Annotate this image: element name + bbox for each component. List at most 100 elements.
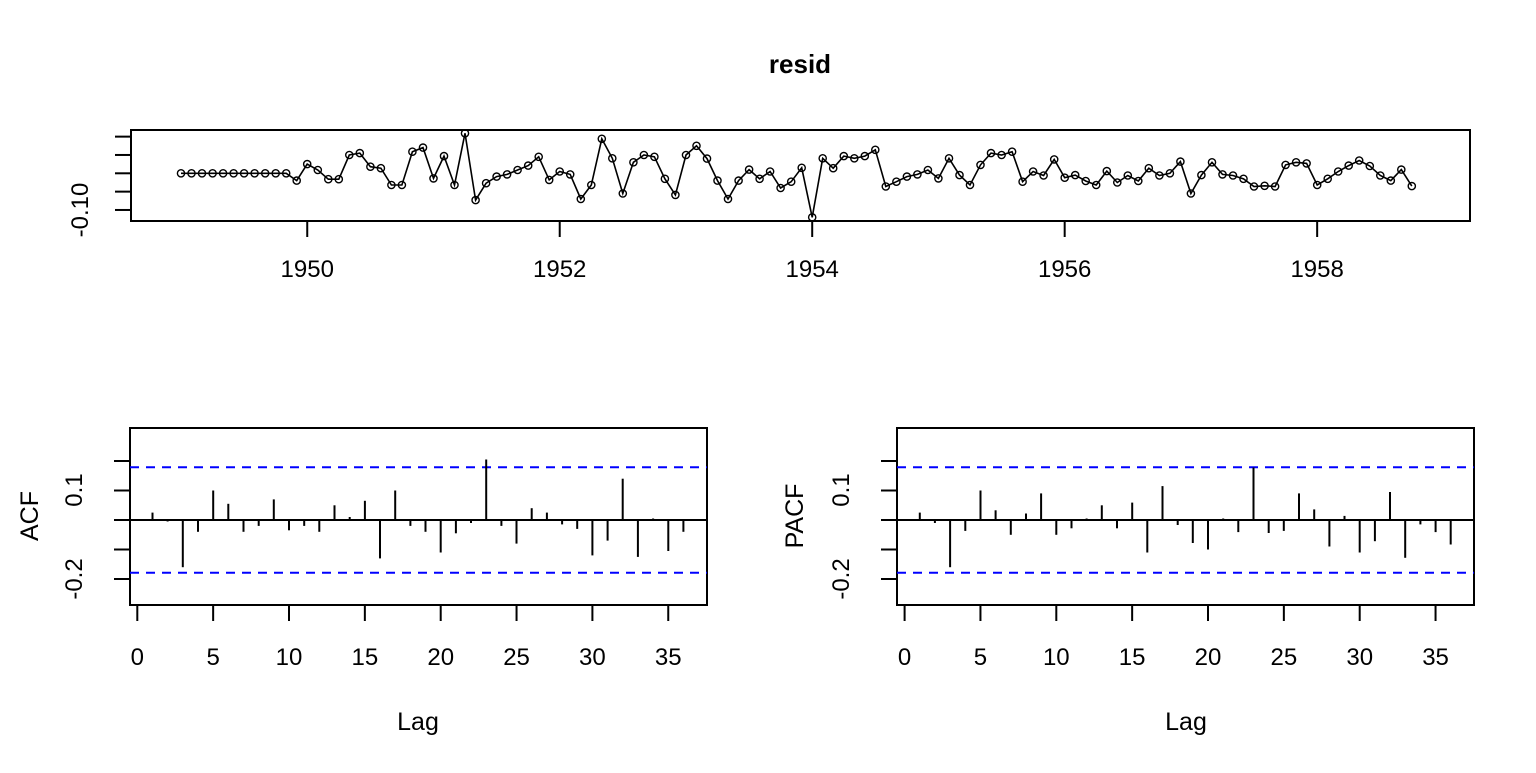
residual-point [260, 168, 270, 178]
residual-point [408, 147, 417, 156]
residual-point [1102, 166, 1112, 176]
pacf-x-tick-label: 25 [1270, 644, 1297, 671]
residual-point [1176, 157, 1185, 166]
residual-point [1070, 170, 1080, 180]
residual-point [597, 134, 607, 144]
pacf-x-tick-label: 5 [974, 644, 987, 671]
acf-x-tick-label: 15 [351, 644, 378, 671]
acf-x-tick-label: 10 [276, 644, 303, 671]
residual-point [450, 180, 459, 190]
residual-point [650, 152, 659, 162]
residual-point [1365, 161, 1375, 171]
residual-point [197, 168, 207, 178]
residual-point [555, 167, 565, 176]
residual-point [1376, 171, 1385, 180]
residual-point [818, 153, 828, 163]
residual-point [1134, 176, 1143, 186]
residual-point [292, 176, 302, 185]
pacf-plot-box [896, 427, 1475, 606]
acf-y-tick-label-neg02: -0.2 [61, 558, 88, 599]
residual-point [355, 148, 365, 158]
residual-point [965, 180, 975, 190]
residual-point [1354, 156, 1364, 165]
residual-point [418, 143, 428, 152]
ts-x-tick-label: 1956 [1038, 256, 1091, 283]
residual-point [702, 154, 712, 163]
residual-point [1049, 155, 1059, 164]
residual-point [797, 163, 807, 173]
residual-point [1260, 181, 1269, 191]
residual-point [376, 163, 386, 173]
residual-point [713, 176, 722, 185]
residual-line [181, 133, 1413, 218]
residual-point [1397, 165, 1406, 174]
pacf-x-tick-label: 30 [1346, 644, 1373, 671]
acf-y-axis-title: ACF [16, 491, 44, 541]
residual-point [1312, 180, 1322, 190]
residual-point [397, 180, 407, 190]
residual-point [871, 145, 880, 155]
residual-point [429, 174, 438, 183]
residual-point [587, 180, 596, 190]
residual-point [513, 165, 522, 175]
residual-point [229, 168, 238, 178]
residual-point [1281, 160, 1290, 170]
residual-point [1333, 167, 1343, 176]
pacf-x-tick-label: 10 [1043, 644, 1070, 671]
residual-point [692, 141, 701, 151]
residual-point [1007, 147, 1017, 156]
residual-point [313, 165, 323, 175]
residual-point [176, 168, 186, 178]
ts-x-tick-label: 1952 [533, 256, 586, 283]
residual-point [271, 168, 281, 178]
residual-point [281, 168, 291, 178]
residual-point [534, 152, 544, 162]
residual-point [492, 172, 501, 181]
residual-time-series-plot: 1950 1952 1954 1956 1958 [115, 128, 1471, 283]
residual-point [1386, 176, 1396, 185]
residual-point [807, 212, 817, 222]
residual-point [239, 168, 249, 178]
residual-point [1123, 171, 1133, 180]
residual-point [976, 160, 985, 170]
residual-point [639, 150, 649, 160]
chart-title: resid [769, 49, 831, 79]
residual-point [344, 150, 354, 160]
residual-point [187, 168, 196, 178]
residual-point [608, 153, 617, 163]
residual-point [1270, 182, 1280, 191]
acf-x-tick-label: 20 [427, 644, 454, 671]
residual-point [744, 165, 754, 174]
acf-x-tick-label: 5 [206, 644, 219, 671]
residual-point [323, 174, 333, 184]
residual-point [986, 148, 996, 158]
residual-point [828, 163, 838, 173]
residual-point [681, 150, 691, 160]
acf-plot-box [129, 427, 708, 606]
residual-point [923, 165, 933, 175]
residual-point [439, 151, 449, 161]
residual-point [334, 174, 344, 184]
residual-point [671, 190, 680, 200]
residual-point [1081, 176, 1090, 186]
residual-point [1028, 167, 1038, 176]
residual-point [1218, 170, 1227, 179]
residual-point [755, 174, 764, 184]
residual-point [776, 183, 785, 193]
residual-point [660, 174, 670, 184]
residual-point [481, 178, 491, 188]
residual-point [523, 161, 533, 170]
residual-point [839, 151, 849, 161]
residual-point [1207, 157, 1217, 167]
pacf-y-tick-label-neg02: -0.2 [828, 558, 855, 599]
ts-y-tick-label: -0.10 [67, 183, 94, 238]
pacf-x-tick-label: 35 [1422, 644, 1449, 671]
residual-point [1165, 168, 1175, 178]
residual-point [366, 162, 375, 171]
residual-point [734, 176, 743, 185]
pacf-x-tick-label: 20 [1195, 644, 1222, 671]
acf-x-tick-label: 25 [503, 644, 530, 671]
residual-point [218, 168, 228, 178]
residual-point [1344, 161, 1353, 170]
